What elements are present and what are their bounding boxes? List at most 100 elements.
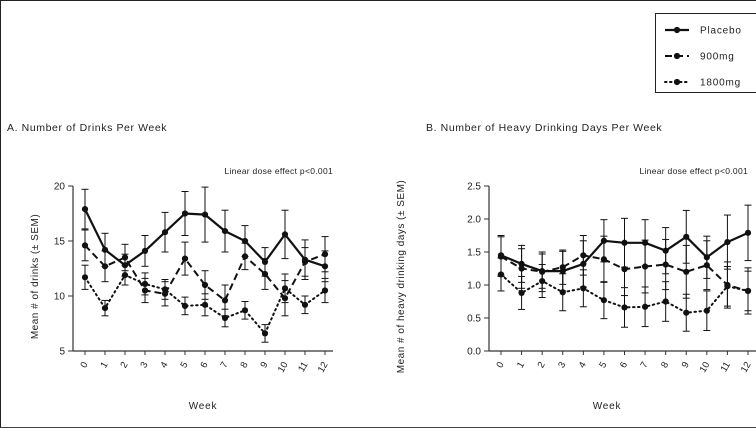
x-tick-label-a: 8 — [238, 360, 250, 370]
data-point — [201, 211, 209, 218]
data-point — [662, 298, 669, 305]
data-point — [559, 289, 566, 296]
y-tick-label-a: 20 — [54, 182, 66, 193]
x-tick-label-b: 5 — [597, 360, 609, 370]
data-point — [141, 247, 149, 254]
data-point — [539, 277, 546, 285]
x-tick-label-b: 8 — [659, 360, 671, 370]
legend-item-placebo: Placebo — [665, 26, 741, 37]
data-point — [683, 309, 690, 316]
dose-effect-annotation-a: Linear dose effect p<0.001 — [224, 166, 333, 176]
x-tick-label-a: 9 — [258, 360, 270, 370]
data-point — [181, 255, 189, 262]
data-point — [559, 264, 566, 271]
x-axis-label-b: Week — [593, 401, 622, 412]
y-tick-label-a: 15 — [54, 237, 66, 248]
legend-label: 900mg — [700, 52, 735, 63]
chart-panel-b: B. Number of Heavy Drinking Days Per Wee… — [396, 122, 756, 412]
data-point — [121, 272, 129, 279]
y-tick-label-b: 1.0 — [467, 281, 481, 292]
data-point — [241, 307, 249, 314]
legend-label: 1800mg — [700, 78, 741, 89]
data-point — [744, 287, 752, 295]
x-tick-label-b: 0 — [494, 360, 506, 370]
data-point — [621, 304, 628, 311]
data-point — [241, 237, 249, 245]
data-point — [301, 258, 309, 265]
data-point — [81, 274, 89, 281]
data-point — [81, 242, 89, 249]
legend: Placebo 900mg 1800mg — [655, 13, 756, 93]
x-axis-label-a: Week — [189, 401, 218, 412]
data-point — [580, 285, 587, 292]
x-tick-label-a: 3 — [138, 360, 150, 370]
x-tick-label-a: 0 — [78, 360, 90, 370]
y-tick-label-b: 0.5 — [467, 314, 481, 325]
data-point — [321, 251, 329, 258]
data-point — [201, 301, 209, 308]
x-tick-label-a: 4 — [158, 360, 170, 370]
x-tick-label-a: 6 — [198, 360, 210, 370]
data-point — [221, 314, 229, 322]
x-tick-label-b: 1 — [515, 360, 527, 370]
x-tick-label-a: 2 — [118, 360, 130, 370]
x-tick-label-a: 5 — [178, 360, 190, 370]
data-point — [301, 301, 309, 308]
x-tick-label-b: 2 — [536, 360, 548, 370]
y-axis-label-a: Mean # of drinks (± SEM) — [30, 214, 41, 339]
data-point — [497, 271, 505, 278]
data-point — [101, 263, 109, 270]
data-point — [181, 210, 189, 217]
chart-panel-a: A. Number of Drinks Per Week Linear dose … — [7, 122, 333, 412]
data-point — [121, 254, 129, 261]
data-point — [241, 253, 249, 260]
x-tick-label-b: 3 — [556, 360, 568, 370]
data-point — [641, 303, 649, 310]
data-point — [580, 252, 587, 259]
data-point — [161, 229, 169, 236]
data-point — [724, 283, 731, 290]
y-axis-label-b: Mean # of heavy drinking days (± SEM) — [396, 180, 407, 374]
legend-swatch-marker — [673, 78, 681, 86]
series-placebo-a — [81, 186, 329, 283]
y-tick-label-b: 2.0 — [467, 215, 481, 226]
x-tick-label-a: 10 — [276, 360, 291, 375]
data-point — [683, 233, 690, 240]
x-tick-label-a: 11 — [296, 360, 310, 374]
data-point — [744, 229, 752, 236]
series-1800mg-a — [81, 264, 329, 343]
y-tick-label-a: 5 — [59, 347, 65, 358]
data-point — [703, 262, 710, 269]
y-tick-label-b: 1.5 — [467, 248, 481, 259]
panel-title-b: B. Number of Heavy Drinking Days Per Wee… — [426, 122, 662, 134]
data-point — [261, 330, 269, 337]
x-tick-label-b: 10 — [698, 360, 713, 375]
data-point — [683, 268, 690, 275]
data-point — [641, 263, 649, 270]
y-tick-label-b: 0.0 — [467, 347, 481, 358]
data-point — [181, 302, 189, 309]
data-point — [724, 239, 731, 246]
data-point — [662, 261, 669, 268]
y-tick-label-a: 10 — [54, 292, 66, 303]
legend-swatch-marker — [673, 52, 681, 60]
x-tick-label-b: 4 — [577, 360, 589, 370]
data-point — [261, 270, 269, 278]
x-tick-label-a: 1 — [98, 360, 110, 370]
data-point — [518, 289, 525, 297]
legend-item-900mg: 900mg — [665, 52, 735, 63]
panel-title-a: A. Number of Drinks Per Week — [7, 122, 167, 134]
x-tick-label-a: 7 — [218, 360, 230, 370]
data-point — [600, 297, 608, 304]
data-point — [81, 206, 89, 213]
legend-swatch-marker — [673, 26, 681, 34]
data-point — [161, 286, 169, 293]
series-1800mg-b — [497, 257, 752, 332]
data-point — [281, 231, 289, 238]
legend-svg: Placebo 900mg 1800mg — [664, 26, 741, 89]
x-tick-label-b: 12 — [739, 360, 754, 375]
data-point — [281, 285, 289, 292]
x-tick-label-b: 9 — [680, 360, 692, 370]
x-tick-label-a: 12 — [316, 360, 331, 375]
